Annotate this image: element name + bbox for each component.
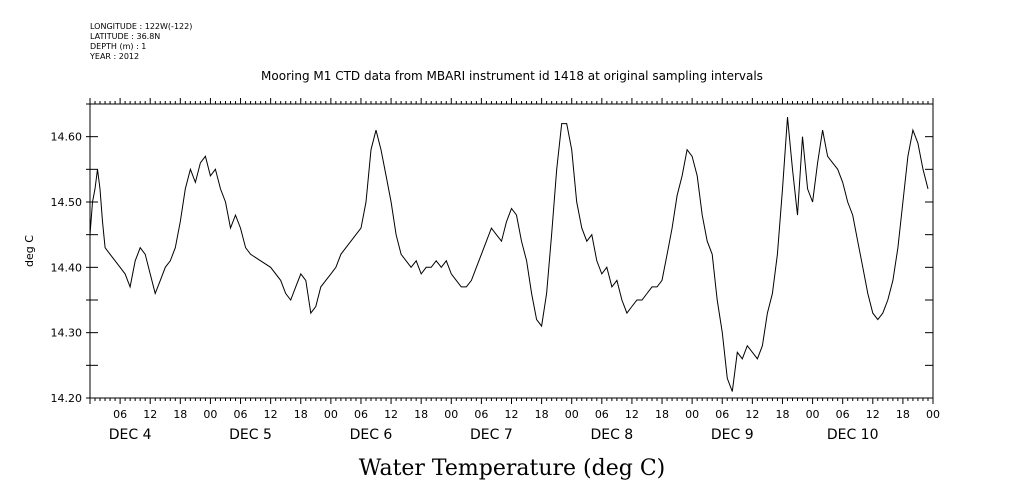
x-tick-label: 00 xyxy=(203,408,217,421)
day-label: DEC 10 xyxy=(827,427,879,443)
latitude-label: LATITUDE : 36.8N xyxy=(90,32,161,41)
x-tick-label: 06 xyxy=(113,408,127,421)
x-tick-label: 18 xyxy=(173,408,187,421)
x-tick-label: 00 xyxy=(926,408,940,421)
y-tick-label: 14.20 xyxy=(51,392,83,405)
x-tick-label: 06 xyxy=(595,408,609,421)
axis-ticks xyxy=(86,98,934,404)
x-tick-label: 06 xyxy=(354,408,368,421)
x-tick-label: 18 xyxy=(775,408,789,421)
x-tick-label: 18 xyxy=(294,408,308,421)
day-label: DEC 7 xyxy=(470,427,513,443)
y-tick-labels: 14.20 14.30 14.40 14.50 14.60 xyxy=(51,131,83,405)
day-label: DEC 9 xyxy=(711,427,754,443)
y-tick-label: 14.50 xyxy=(51,196,83,209)
x-tick-label: 06 xyxy=(474,408,488,421)
x-tick-label: 12 xyxy=(264,408,278,421)
plot-frame xyxy=(89,103,934,399)
depth-label: DEPTH (m) : 1 xyxy=(90,42,147,51)
x-tick-label: 00 xyxy=(685,408,699,421)
x-tick-label: 18 xyxy=(896,408,910,421)
day-labels: DEC 4 DEC 5 DEC 6 DEC 7 DEC 8 DEC 9 DEC 10 xyxy=(109,427,879,443)
y-tick-label: 14.40 xyxy=(51,261,83,274)
temperature-series-line xyxy=(89,117,929,392)
x-tick-label: 12 xyxy=(866,408,880,421)
day-label: DEC 4 xyxy=(109,427,152,443)
chart-title: Mooring M1 CTD data from MBARI instrumen… xyxy=(261,69,763,83)
x-tick-label: 12 xyxy=(505,408,519,421)
x-tick-label: 00 xyxy=(565,408,579,421)
x-tick-label: 06 xyxy=(715,408,729,421)
x-tick-label: 12 xyxy=(745,408,759,421)
x-tick-label: 06 xyxy=(234,408,248,421)
longitude-label: LONGITUDE : 122W(-122) xyxy=(90,22,193,31)
x-tick-label: 12 xyxy=(625,408,639,421)
metadata-block: LONGITUDE : 122W(-122) LATITUDE : 36.8N … xyxy=(90,22,192,62)
day-label: DEC 5 xyxy=(229,427,272,443)
y-axis-label: deg C xyxy=(23,235,36,267)
x-tick-label: 18 xyxy=(535,408,549,421)
x-tick-label: 00 xyxy=(324,408,338,421)
year-label: YEAR : 2012 xyxy=(90,52,140,61)
x-tick-label: 06 xyxy=(836,408,850,421)
x-tick-label: 00 xyxy=(444,408,458,421)
x-tick-label: 12 xyxy=(384,408,398,421)
x-axis-label: Water Temperature (deg C) xyxy=(359,456,666,481)
y-tick-label: 14.60 xyxy=(51,131,83,144)
x-tick-label: 18 xyxy=(655,408,669,421)
x-tick-labels: 06 12 18 00 06 12 18 00 06 12 18 00 06 12 18 00 06 12 18 00… xyxy=(113,408,940,421)
x-tick-label: 00 xyxy=(806,408,820,421)
x-tick-label: 12 xyxy=(143,408,157,421)
day-label: DEC 8 xyxy=(590,427,633,443)
y-tick-label: 14.30 xyxy=(51,327,83,340)
day-label: DEC 6 xyxy=(350,427,393,443)
x-tick-label: 18 xyxy=(414,408,428,421)
